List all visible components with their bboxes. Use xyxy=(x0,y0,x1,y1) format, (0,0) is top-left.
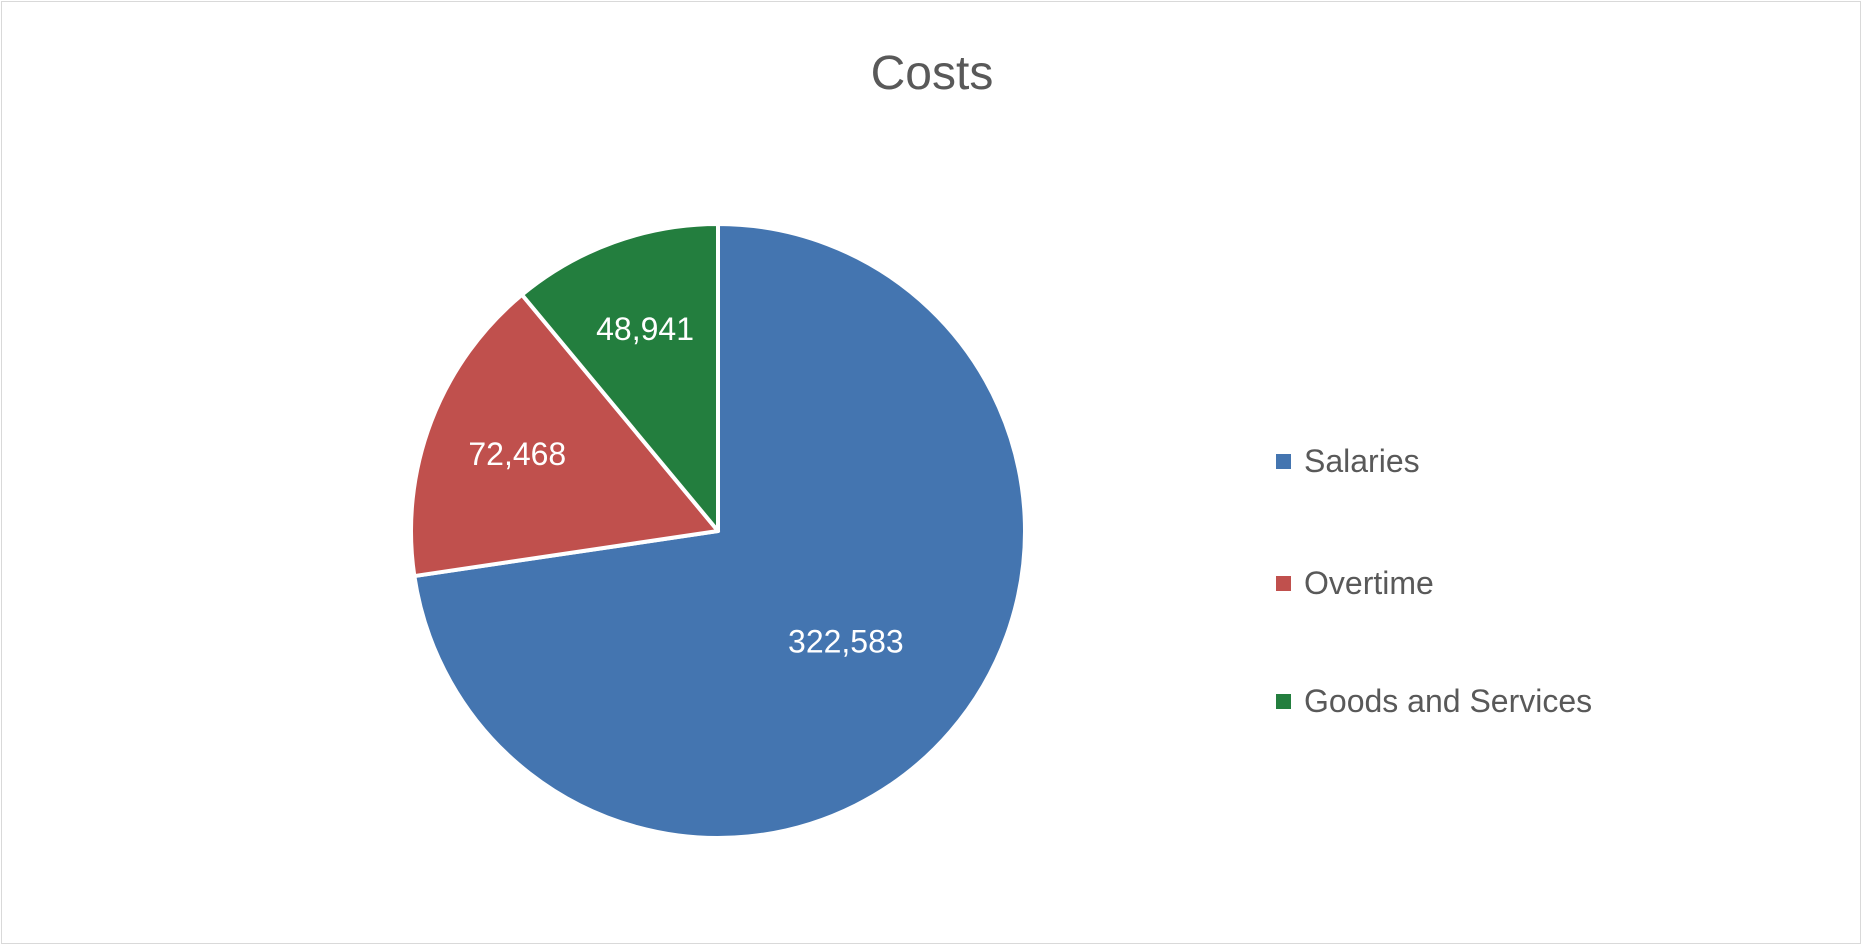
legend-label: Goods and Services xyxy=(1304,683,1593,719)
legend-swatch xyxy=(1276,454,1291,469)
pie-slice-goods-and-services xyxy=(519,222,720,533)
legend-label: Overtime xyxy=(1304,565,1434,601)
data-label: 48,941 xyxy=(596,311,694,347)
chart-title: Costs xyxy=(870,47,994,100)
legend-swatch xyxy=(1276,576,1291,591)
legend-item: Goods and Services xyxy=(1276,683,1592,720)
legend-label: Salaries xyxy=(1304,443,1420,479)
data-label: 72,468 xyxy=(468,436,566,472)
legend-swatch xyxy=(1276,694,1291,709)
legend-item: Overtime xyxy=(1276,565,1434,602)
data-label: 322,583 xyxy=(788,623,904,659)
pie-slice-overtime xyxy=(409,292,720,579)
legend-item: Salaries xyxy=(1276,443,1420,480)
